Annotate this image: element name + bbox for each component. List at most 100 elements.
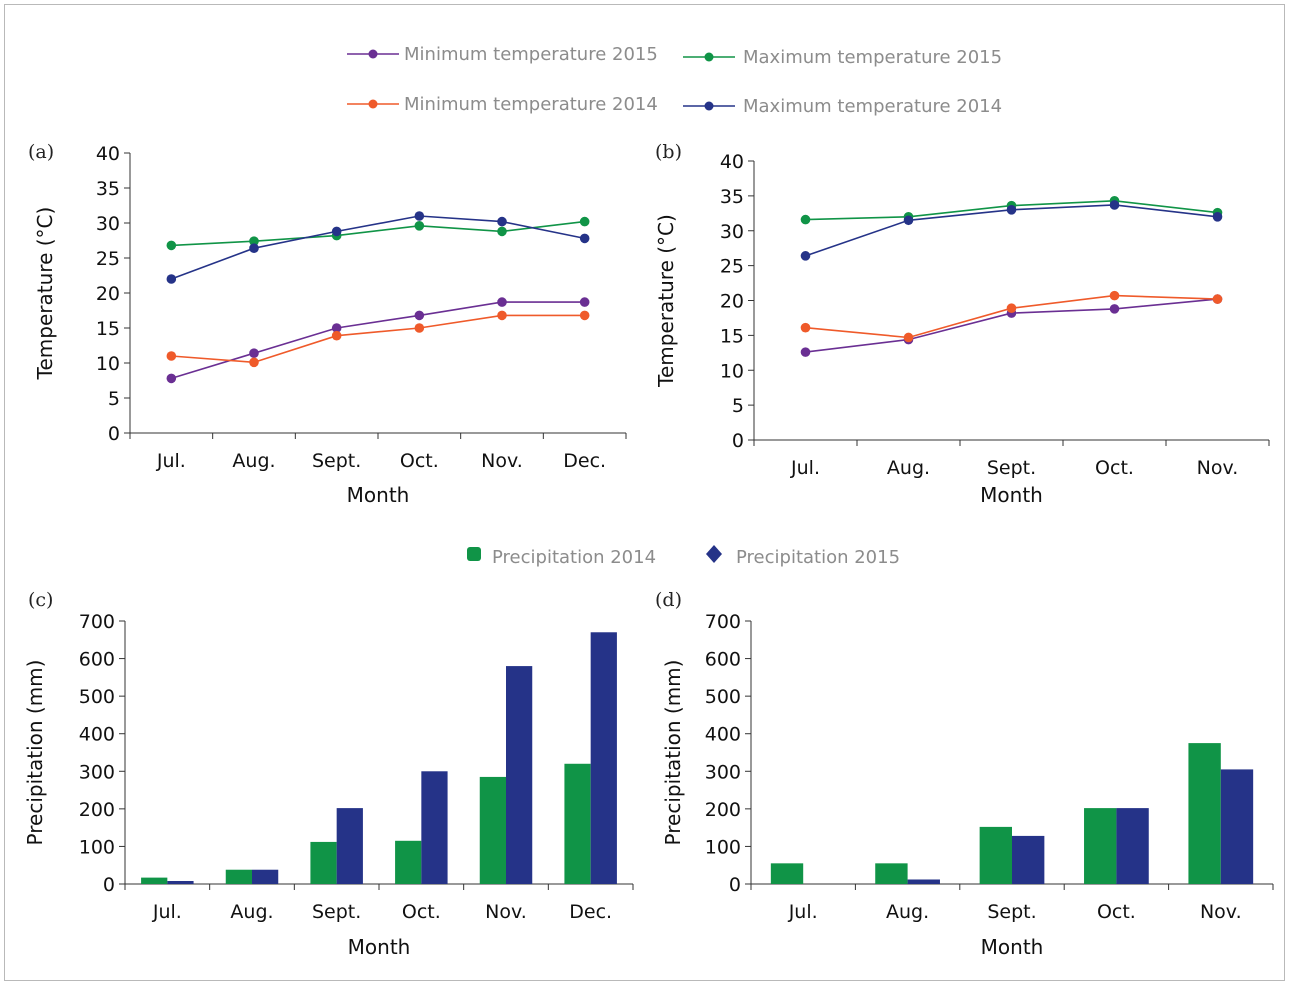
bar	[506, 666, 533, 884]
y-tick-label: 0	[103, 874, 115, 896]
legend-marker-icon	[368, 99, 378, 109]
data-point	[497, 226, 507, 237]
bar	[590, 632, 617, 884]
bar	[979, 826, 1012, 884]
bar	[564, 763, 591, 884]
data-point	[414, 221, 425, 231]
series-maximum-temperature-2014	[800, 200, 1223, 261]
x-tick-label: Jul.	[788, 901, 818, 923]
chart-panel-a: (a) 0 5 10 15 20 25 30 35 40 Jul. Aug. Sept. Oct. Nov.…	[28, 141, 627, 507]
x-tick-label: Dec.	[569, 901, 612, 923]
x-tick-label: Aug.	[232, 450, 275, 472]
series-line	[171, 215, 585, 280]
bar	[1012, 835, 1045, 884]
series-maximum-temperature-2014	[166, 211, 590, 284]
y-tick-label: 35	[720, 186, 744, 208]
data-point	[497, 297, 507, 307]
chart-panel-b: (b) 0 5 10 15 20 25 30 35 40 Jul. Aug. Sept. Oct. Nov.…	[654, 141, 1270, 507]
bar	[479, 776, 506, 884]
data-point	[1109, 304, 1120, 314]
data-point	[331, 330, 342, 341]
y-tick-label: 600	[705, 649, 741, 671]
legend-marker-icon	[368, 49, 378, 59]
legend-item-precipitation-2015: Precipitation 2015	[706, 545, 900, 568]
data-point	[249, 236, 259, 246]
y-tick-label: 700	[705, 611, 741, 633]
y-tick-label: 300	[705, 761, 741, 783]
y-tick-label: 30	[96, 213, 120, 235]
x-tick-label: Nov.	[1200, 901, 1242, 923]
x-tick-label: Sept.	[312, 901, 361, 923]
diamond-icon	[706, 545, 722, 563]
data-point	[903, 215, 914, 226]
legend-label: Precipitation 2015	[736, 547, 900, 568]
x-tick-label: Oct.	[1095, 457, 1134, 479]
y-tick-label: 0	[732, 430, 744, 452]
x-axis-title: Month	[347, 483, 410, 507]
panel-label: (b)	[655, 141, 682, 163]
data-point	[800, 347, 811, 357]
series-line	[171, 220, 585, 247]
legend-item-minimum-temperature-2014: Minimum temperature 2014	[347, 94, 658, 115]
legend-item-maximum-temperature-2014: Maximum temperature 2014	[683, 96, 1002, 117]
bar	[1188, 743, 1221, 884]
y-tick-label: 0	[729, 874, 741, 896]
data-point	[1212, 294, 1223, 304]
x-tick-label: Aug.	[887, 457, 930, 479]
chart-panel-d: (d) 0 100 200 300 400 500 600 700 Jul. Aug. Sept. Oc…	[655, 589, 1274, 959]
x-tick-label: Jul.	[156, 450, 186, 472]
bar	[167, 880, 194, 884]
y-axis-title: Precipitation (mm)	[23, 660, 47, 846]
rounded-square-icon	[467, 547, 481, 561]
data-point	[1212, 212, 1223, 222]
legend-item-maximum-temperature-2015: Maximum temperature 2015	[683, 47, 1002, 68]
data-point	[414, 323, 425, 333]
data-point	[800, 214, 811, 225]
data-point	[579, 310, 590, 321]
legend-label: Precipitation 2014	[492, 547, 656, 568]
y-tick-label: 40	[96, 143, 120, 165]
panel-label: (a)	[28, 141, 54, 163]
y-tick-label: 15	[96, 318, 120, 340]
series-precipitation-2015	[167, 632, 617, 884]
x-tick-label: Sept.	[987, 457, 1036, 479]
y-tick-label: 10	[96, 353, 120, 375]
series-minimum-temperature-2014	[800, 290, 1223, 343]
legend-label: Maximum temperature 2014	[743, 96, 1002, 117]
legend-label: Maximum temperature 2015	[743, 47, 1002, 68]
data-point	[497, 310, 507, 321]
series-precipitation-2014	[141, 763, 591, 884]
legend-label: Minimum temperature 2014	[404, 94, 658, 115]
bar	[1220, 769, 1254, 884]
y-axis-title: Temperature (°C)	[33, 207, 57, 381]
series-minimum-temperature-2014	[166, 310, 590, 368]
x-tick-label: Oct.	[400, 450, 439, 472]
series-line	[171, 301, 585, 380]
y-tick-label: 25	[720, 256, 744, 278]
legend-marker-icon	[704, 52, 714, 62]
bar	[225, 869, 252, 884]
data-point	[249, 243, 259, 253]
precipitation-legend: Precipitation 2014 Precipitation 2015	[467, 545, 900, 568]
y-tick-label: 300	[79, 761, 115, 783]
series-precipitation-2014	[770, 743, 1221, 884]
bar	[395, 840, 422, 884]
series-line	[171, 314, 585, 364]
data-point	[1006, 205, 1017, 215]
data-point	[414, 310, 425, 321]
y-tick-label: 20	[96, 283, 120, 305]
series-minimum-temperature-2015	[166, 297, 590, 384]
y-tick-label: 200	[79, 799, 115, 821]
x-axis-title: Month	[980, 483, 1043, 507]
y-tick-label: 30	[720, 221, 744, 243]
data-point	[249, 357, 259, 368]
bar	[1084, 808, 1117, 884]
x-tick-label: Nov.	[485, 901, 527, 923]
data-point	[800, 251, 811, 261]
x-tick-label: Aug.	[886, 901, 929, 923]
data-point	[331, 323, 342, 333]
y-tick-label: 500	[79, 686, 115, 708]
data-point	[579, 216, 590, 227]
y-tick-label: 10	[720, 360, 744, 382]
x-tick-label: Oct.	[402, 901, 441, 923]
